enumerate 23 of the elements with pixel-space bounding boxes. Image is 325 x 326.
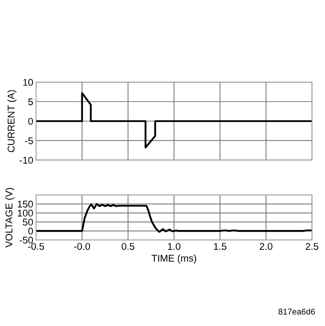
x-tick-label: 1.5 (214, 243, 226, 250)
y-tick-label: 0 (28, 228, 33, 235)
text: 817ea6d6 (278, 308, 315, 315)
y-axis-title: VOLTAGE (V) (5, 188, 14, 248)
y-axis-title: CURRENT (A) (7, 90, 16, 152)
x-tick-label: -0.5 (28, 242, 44, 250)
y-tick-label: -10 (20, 156, 33, 164)
y-tick-label: 150 (18, 200, 33, 208)
x-tick-label: -0.0 (74, 242, 90, 250)
y-tick-label: 0 (28, 118, 33, 125)
y-tick-label: -5 (25, 137, 33, 144)
x-tick-label: 2.0 (260, 242, 272, 250)
x-tick-label: 2.5 (306, 242, 318, 250)
y-tick-label: 5 (28, 98, 33, 106)
y-tick-label: 50 (22, 218, 33, 226)
y-tick-label: 10 (23, 78, 33, 86)
y-tick-label: 100 (18, 210, 33, 217)
y-tick-label: -50 (20, 236, 33, 244)
line-series (36, 203, 312, 233)
x-tick-label: 0.5 (122, 242, 134, 250)
x-tick-label: 1.0 (168, 242, 180, 250)
x-axis-title: TIME (ms) (152, 254, 196, 264)
line-series (36, 92, 312, 149)
